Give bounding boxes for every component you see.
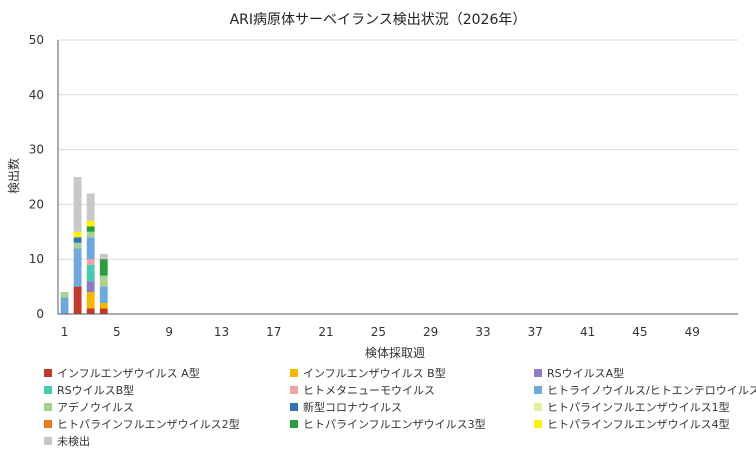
bar-segment [73, 242, 82, 249]
legend-swatch [44, 420, 52, 428]
legend-item: 未検出 [44, 433, 90, 449]
y-tick-label: 10 [29, 252, 44, 266]
legend-swatch [44, 386, 52, 394]
bar-segment [86, 237, 95, 260]
bar-segment [86, 226, 95, 232]
legend-swatch [44, 437, 52, 445]
x-tick-label: 29 [423, 325, 438, 339]
bar-segment [86, 193, 95, 221]
axes [57, 40, 738, 315]
chart-title: ARI病原体サーベイランス検出状況（2026年） [230, 12, 527, 28]
legend-swatch [534, 386, 542, 394]
y-tick-labels: 0 10 20 30 40 50 [29, 33, 44, 321]
legend-item: インフルエンザウイルス B型 [290, 365, 446, 381]
legend-swatch [290, 386, 298, 394]
legend-swatch [44, 369, 52, 377]
legend-label: アデノウイルス [57, 401, 134, 414]
legend-item: ヒトパラインフルエンザウイルス1型 [534, 399, 730, 415]
y-tick-label: 30 [29, 143, 44, 157]
legend-label: 未検出 [57, 435, 90, 448]
bar-segment [60, 297, 69, 314]
legend-label: ヒトパラインフルエンザウイルス3型 [303, 418, 486, 431]
legend-label: 新型コロナウイルス [303, 401, 402, 414]
bar-segment [99, 303, 108, 309]
x-tick-label: 33 [475, 325, 490, 339]
legend-item: インフルエンザウイルス A型 [44, 365, 200, 381]
bar-segment [73, 177, 82, 232]
bar-segment [86, 231, 95, 238]
legend-label: RSウイルスA型 [547, 367, 625, 380]
x-tick-label: 45 [632, 325, 647, 339]
x-tick-label: 21 [318, 325, 333, 339]
bar-segment [73, 248, 82, 287]
legend-label: ヒトパラインフルエンザウイルス4型 [547, 418, 730, 431]
x-tick-label: 37 [528, 325, 543, 339]
legend-label: インフルエンザウイルス B型 [303, 367, 446, 380]
legend-item: ヒトパラインフルエンザウイルス4型 [534, 416, 730, 432]
x-tick-label: 25 [371, 325, 386, 339]
legend-swatch [290, 369, 298, 377]
bar-segment [99, 253, 108, 260]
legend-label: ヒトパラインフルエンザウイルス1型 [547, 401, 730, 414]
legend-swatch [44, 403, 52, 411]
x-tick-label: 1 [61, 325, 69, 339]
bar-segment [73, 286, 82, 314]
legend-swatch [534, 369, 542, 377]
x-tick-label: 13 [214, 325, 229, 339]
y-axis-label: 検出数 [6, 158, 21, 194]
x-tick-label: 5 [113, 325, 121, 339]
legend-item: ヒトパラインフルエンザウイルス2型 [44, 416, 240, 432]
bar-segment [86, 259, 95, 265]
bar-segment [86, 264, 95, 282]
y-tick-label: 20 [29, 197, 44, 211]
bar-segment [99, 308, 108, 314]
bar-segment [73, 237, 82, 243]
legend-label: ヒトメタニューモウイルス [303, 384, 435, 397]
y-tick-label: 0 [36, 307, 44, 321]
legend-item: ヒトライノウイルス/ヒトエンテロウイルス [534, 382, 756, 398]
x-tick-label: 41 [580, 325, 595, 339]
legend-item: ヒトパラインフルエンザウイルス3型 [290, 416, 486, 432]
legend-label: インフルエンザウイルス A型 [57, 367, 200, 380]
y-tick-label: 40 [29, 88, 44, 102]
bar-segment [86, 220, 95, 227]
bar-segment [60, 292, 69, 298]
legend-swatch [534, 420, 542, 428]
bar-segment [86, 308, 95, 314]
legend-item: 新型コロナウイルス [290, 399, 402, 415]
bar-segment [99, 275, 108, 287]
bar-segment [73, 231, 82, 238]
legend-item: ヒトメタニューモウイルス [290, 382, 435, 398]
bars [60, 177, 108, 314]
legend-item: アデノウイルス [44, 399, 134, 415]
bar-segment [99, 286, 108, 304]
grid [58, 39, 738, 260]
x-axis-label: 検体採取週 [365, 346, 425, 360]
x-tick-labels: 1 5 9 13 17 21 25 29 33 37 41 45 49 [61, 325, 700, 339]
x-tick-label: 49 [685, 325, 700, 339]
legend-swatch [290, 403, 298, 411]
legend-item: RSウイルスA型 [534, 365, 624, 381]
legend-swatch [290, 420, 298, 428]
y-tick-label: 50 [29, 33, 44, 47]
bar-segment [86, 292, 95, 309]
x-tick-label: 17 [266, 325, 281, 339]
legend-label: ヒトパラインフルエンザウイルス2型 [57, 418, 240, 431]
legend-label: ヒトライノウイルス/ヒトエンテロウイルス [547, 384, 756, 397]
legend-label: RSウイルスB型 [57, 384, 135, 397]
legend-item: RSウイルスB型 [44, 382, 134, 398]
x-tick-label: 9 [165, 325, 173, 339]
bar-segment [99, 259, 108, 276]
legend-swatch [534, 403, 542, 411]
bar-segment [86, 281, 95, 293]
